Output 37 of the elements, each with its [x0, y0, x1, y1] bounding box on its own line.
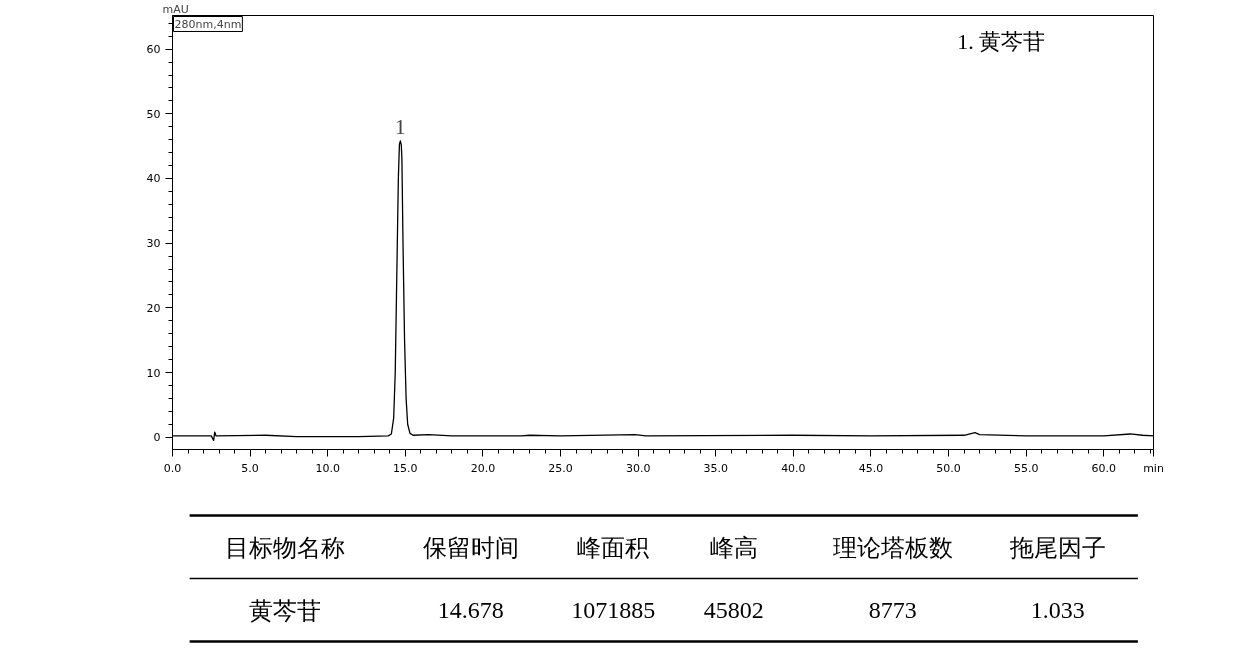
y-tick-label: 20 [146, 301, 161, 315]
text: 14.678 [437, 597, 504, 623]
text: 理论塔板数 [832, 533, 953, 562]
x-tick-label: 5.0 [241, 461, 259, 475]
x-tick-label: 45.0 [858, 461, 884, 475]
x-axis-title: min [1143, 461, 1164, 475]
x-tick-label: 40.0 [781, 461, 806, 475]
text: 45802 [703, 597, 764, 623]
text: 拖尾因子 [1008, 533, 1106, 562]
x-tick-label: 10.0 [315, 461, 340, 475]
y-axis-title: mAU [162, 2, 189, 16]
y-tick-label: 50 [146, 107, 161, 121]
x-tick-label: 25.0 [548, 461, 573, 475]
text: 峰高 [709, 533, 758, 562]
text: 1071885 [571, 597, 656, 623]
y-tick-label: 40 [146, 172, 161, 186]
x-tick-label: 35.0 [703, 461, 729, 475]
annotation: 1. 黄芩苷 [957, 28, 1046, 54]
y-tick-label: 60 [146, 43, 161, 57]
y-tick-label: 0 [153, 431, 161, 445]
x-tick-label: 20.0 [470, 461, 496, 475]
text: 保留时间 [422, 533, 519, 562]
text: 1.033 [1030, 597, 1085, 623]
x-tick-label: 50.0 [936, 461, 961, 475]
x-tick-label: 30.0 [625, 461, 651, 475]
x-tick-label: 0.0 [163, 461, 182, 475]
annotation: 280nm,4nm [174, 17, 242, 31]
text: 目标物名称 [225, 533, 346, 562]
x-tick-label: 60.0 [1091, 461, 1117, 475]
x-tick-label: 55.0 [1013, 461, 1039, 475]
text: 8773 [868, 597, 917, 623]
text: 峰面积 [577, 533, 650, 562]
y-tick-label: 10 [146, 366, 161, 380]
annotation: 1 [394, 113, 406, 139]
y-tick-label: 30 [146, 237, 161, 251]
text: 黄芩苷 [249, 597, 322, 624]
x-tick-label: 15.0 [393, 461, 418, 475]
